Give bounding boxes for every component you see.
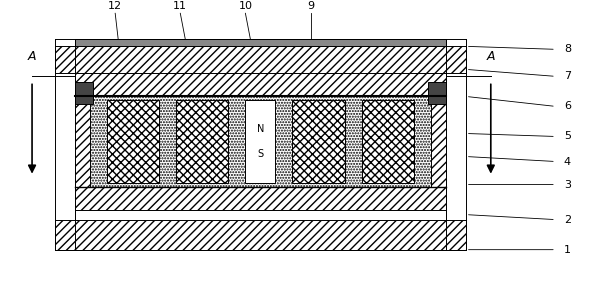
- Bar: [75, 187, 446, 209]
- Bar: [107, 100, 159, 183]
- Bar: [428, 96, 446, 187]
- Bar: [428, 82, 446, 104]
- Bar: [55, 220, 466, 250]
- Text: 10: 10: [238, 1, 252, 11]
- Text: 11: 11: [174, 1, 188, 11]
- Text: A: A: [486, 50, 495, 63]
- Text: 3: 3: [564, 180, 571, 190]
- Bar: [177, 100, 229, 183]
- Text: 12: 12: [108, 1, 122, 11]
- Text: 5: 5: [564, 132, 571, 142]
- Text: 6: 6: [564, 101, 571, 111]
- Text: S: S: [257, 149, 263, 159]
- Bar: [75, 82, 93, 104]
- Text: 8: 8: [564, 44, 571, 54]
- Text: 7: 7: [564, 71, 571, 81]
- Text: A: A: [28, 50, 36, 63]
- Text: 9: 9: [307, 1, 314, 11]
- Bar: [75, 73, 446, 96]
- Bar: [362, 100, 414, 183]
- Bar: [246, 100, 276, 183]
- Bar: [75, 209, 446, 220]
- Bar: [55, 46, 466, 73]
- Bar: [75, 39, 446, 46]
- Text: 1: 1: [564, 245, 571, 255]
- Text: 4: 4: [564, 156, 571, 166]
- Bar: [75, 96, 93, 187]
- Text: 2: 2: [564, 214, 571, 225]
- Bar: [293, 100, 345, 183]
- Bar: [90, 96, 431, 187]
- Text: N: N: [257, 124, 264, 134]
